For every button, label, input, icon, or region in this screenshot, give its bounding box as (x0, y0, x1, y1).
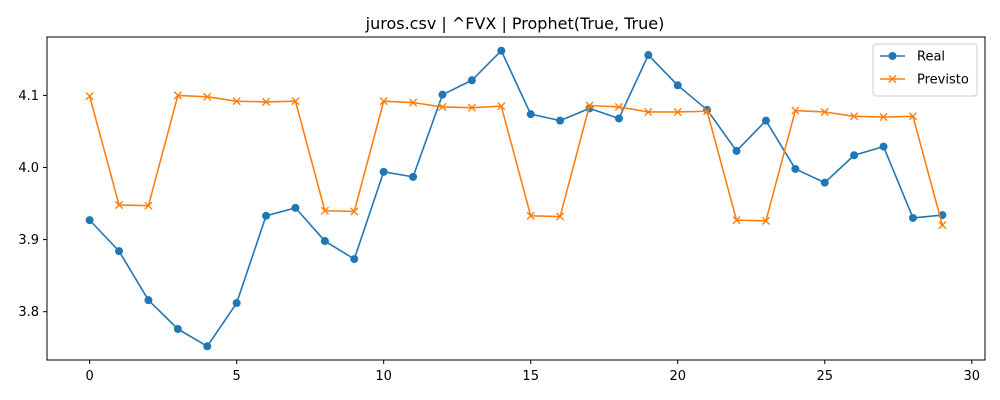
plot-area: 0 5 10 15 20 25 30 3.8 3.9 4.0 4.1 (18, 46, 980, 384)
legend: Real Previsto (872, 43, 978, 97)
data-point-real (761, 116, 770, 125)
data-point-previsto (173, 91, 182, 100)
data-point-real (115, 247, 124, 256)
data-point-real (350, 255, 359, 264)
data-point-real (791, 164, 800, 173)
data-point-previsto (526, 211, 535, 220)
data-point-previsto (291, 97, 300, 106)
legend-marker-x (888, 74, 897, 84)
data-point-previsto (761, 216, 771, 225)
data-point-previsto (850, 112, 859, 121)
data-point-real (644, 51, 653, 60)
data-point-previsto (379, 97, 388, 106)
data-point-real (908, 213, 917, 222)
data-point-previsto (556, 212, 565, 221)
legend-label: Real (917, 50, 945, 65)
legend-label: Previsto (917, 73, 969, 88)
x-tick-label: 15 (522, 369, 539, 384)
data-point-real (409, 172, 418, 181)
data-point-real (173, 324, 182, 333)
data-point-real (850, 151, 859, 160)
data-point-real (556, 116, 565, 125)
x-tick-label: 25 (816, 369, 833, 384)
legend-item-real: Real (880, 50, 945, 65)
data-point-previsto (703, 107, 712, 116)
data-point-previsto (467, 103, 476, 112)
data-point-real (879, 142, 888, 151)
data-point-previsto (644, 107, 653, 117)
data-point-real (497, 46, 506, 55)
data-point-real (820, 178, 829, 187)
data-point-real (291, 203, 300, 212)
x-tick-label: 30 (963, 369, 980, 384)
data-point-previsto (85, 92, 94, 101)
data-point-real (85, 216, 94, 225)
data-point-previsto (879, 112, 888, 122)
series-line-real (89, 49, 943, 348)
series-line-previsto (88, 94, 944, 226)
x-tick-label: 0 (85, 369, 93, 384)
data-point-real (732, 146, 741, 155)
data-point-real (614, 114, 623, 123)
data-point-previsto (497, 102, 506, 111)
data-point-previsto (261, 97, 271, 106)
y-tick-label: 3.9 (18, 233, 39, 248)
data-point-previsto (585, 101, 594, 110)
x-tick-label: 5 (233, 369, 241, 384)
data-point-real (144, 296, 153, 305)
data-point-real (673, 81, 682, 90)
data-point-previsto (350, 207, 359, 216)
data-point-previsto (673, 107, 682, 117)
data-point-previsto (203, 92, 212, 101)
legend-marker-circle (888, 52, 897, 60)
data-point-previsto (320, 206, 329, 215)
data-point-previsto (938, 221, 947, 230)
y-tick-label: 4.1 (18, 89, 39, 104)
data-point-previsto (820, 107, 829, 117)
data-point-previsto (144, 201, 153, 210)
data-point-previsto (114, 200, 124, 210)
legend-box (872, 43, 978, 97)
data-point-real (262, 211, 271, 220)
data-point-previsto (438, 102, 447, 112)
data-point-real (526, 110, 535, 119)
data-point-previsto (614, 102, 624, 112)
y-tick-label: 4.0 (18, 161, 39, 176)
legend-item-previsto: Previsto (880, 73, 969, 88)
data-point-previsto (908, 112, 918, 121)
data-point-real (320, 237, 329, 246)
data-point-real (232, 299, 241, 308)
data-point-previsto (732, 216, 741, 225)
x-tick-label: 20 (669, 369, 686, 384)
plot-frame (46, 36, 986, 361)
data-point-real (203, 342, 212, 351)
data-point-real (467, 76, 476, 85)
data-point-previsto (408, 98, 418, 107)
data-point-previsto (232, 97, 241, 106)
x-tick-label: 10 (375, 369, 392, 384)
data-point-real (438, 90, 447, 99)
data-point-previsto (791, 106, 800, 115)
data-point-real (379, 167, 388, 176)
chart-title: juros.csv | ^FVX | Prophet(True, True) (365, 14, 665, 33)
y-tick-label: 3.8 (18, 305, 39, 320)
